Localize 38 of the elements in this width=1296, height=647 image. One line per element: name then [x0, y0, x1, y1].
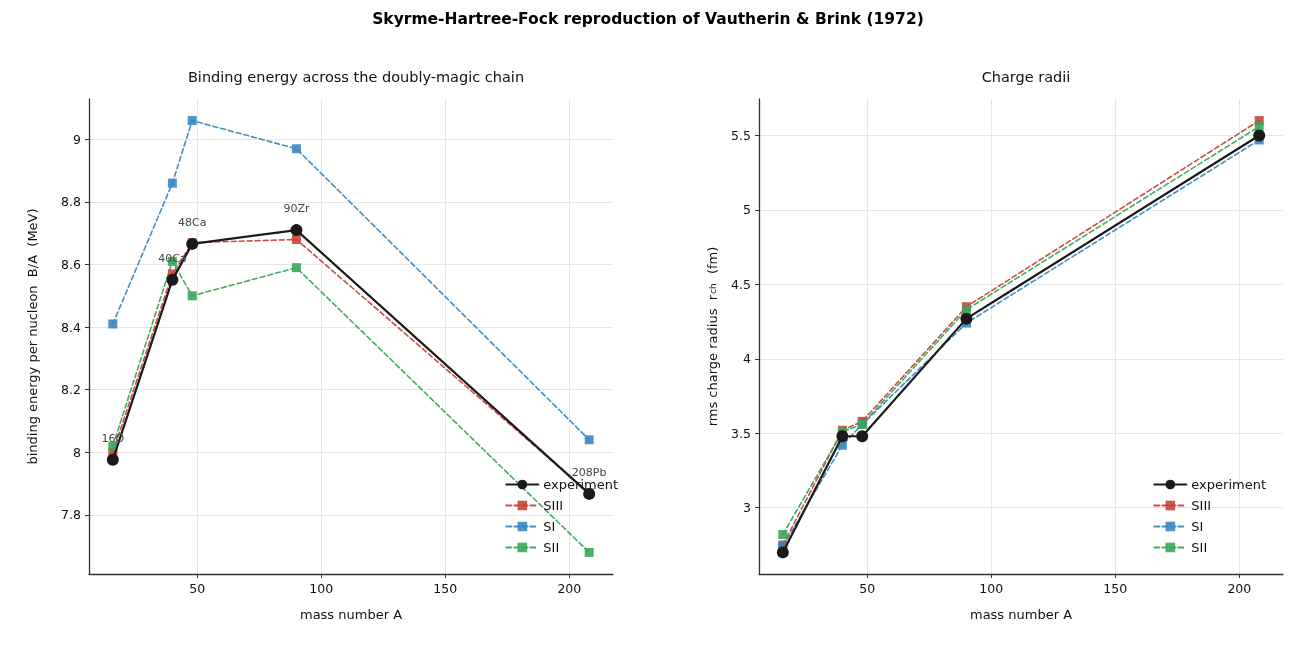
- y-tick-label: 4.5: [731, 276, 751, 292]
- y-tick-label: 3.5: [731, 425, 751, 441]
- x-tick-label: 200: [557, 581, 582, 596]
- annotation: 48Ca: [178, 215, 207, 229]
- x-tick-label: 50: [859, 581, 876, 596]
- x-axis-title: mass number A: [969, 607, 1073, 622]
- legend-label: experiment: [1191, 477, 1266, 492]
- x-tick-label: 50: [189, 581, 206, 596]
- x-tick-label: 150: [433, 581, 458, 596]
- legend-label: SII: [543, 540, 560, 555]
- annotation: 90Zr: [283, 202, 310, 216]
- y-tick-label: 7.8: [61, 507, 82, 523]
- y-tick-label: 5: [743, 202, 751, 218]
- legend-label: SI: [1191, 519, 1204, 534]
- legend-label: SI: [543, 519, 556, 534]
- legend-label: SIII: [543, 498, 564, 513]
- y-axis-title: binding energy per nucleon B/A (MeV): [25, 208, 40, 465]
- legend-label: SIII: [1191, 498, 1212, 513]
- y-tick-label: 8: [73, 444, 82, 460]
- x-tick-label: 200: [1227, 581, 1252, 596]
- chart-title: Charge radii: [981, 68, 1071, 85]
- y-tick-label: 8.8: [61, 194, 82, 210]
- annotation: 208Pb: [571, 465, 607, 479]
- y-axis-title: rms charge radius rch (fm): [705, 246, 720, 427]
- y-tick-label: 5.5: [731, 127, 751, 143]
- x-tick-label: 100: [979, 581, 1004, 596]
- chart-title: Binding energy across the doubly-magic chain: [187, 68, 525, 85]
- x-tick-label: 150: [1103, 581, 1128, 596]
- x-axis-title: mass number A: [299, 607, 403, 622]
- y-tick-label: 8.4: [61, 319, 82, 335]
- y-tick-label: 8.6: [61, 257, 82, 273]
- y-tick-label: 9: [73, 131, 82, 147]
- x-tick-label: 100: [309, 581, 334, 596]
- y-tick-label: 3: [743, 500, 751, 516]
- legend-label: SII: [1191, 540, 1208, 555]
- y-tick-label: 4: [743, 351, 752, 367]
- text: Skyrme-Hartree-Fock reproduction of Vautherin & Brink (1972): [371, 10, 925, 28]
- y-tick-label: 8.2: [61, 382, 81, 398]
